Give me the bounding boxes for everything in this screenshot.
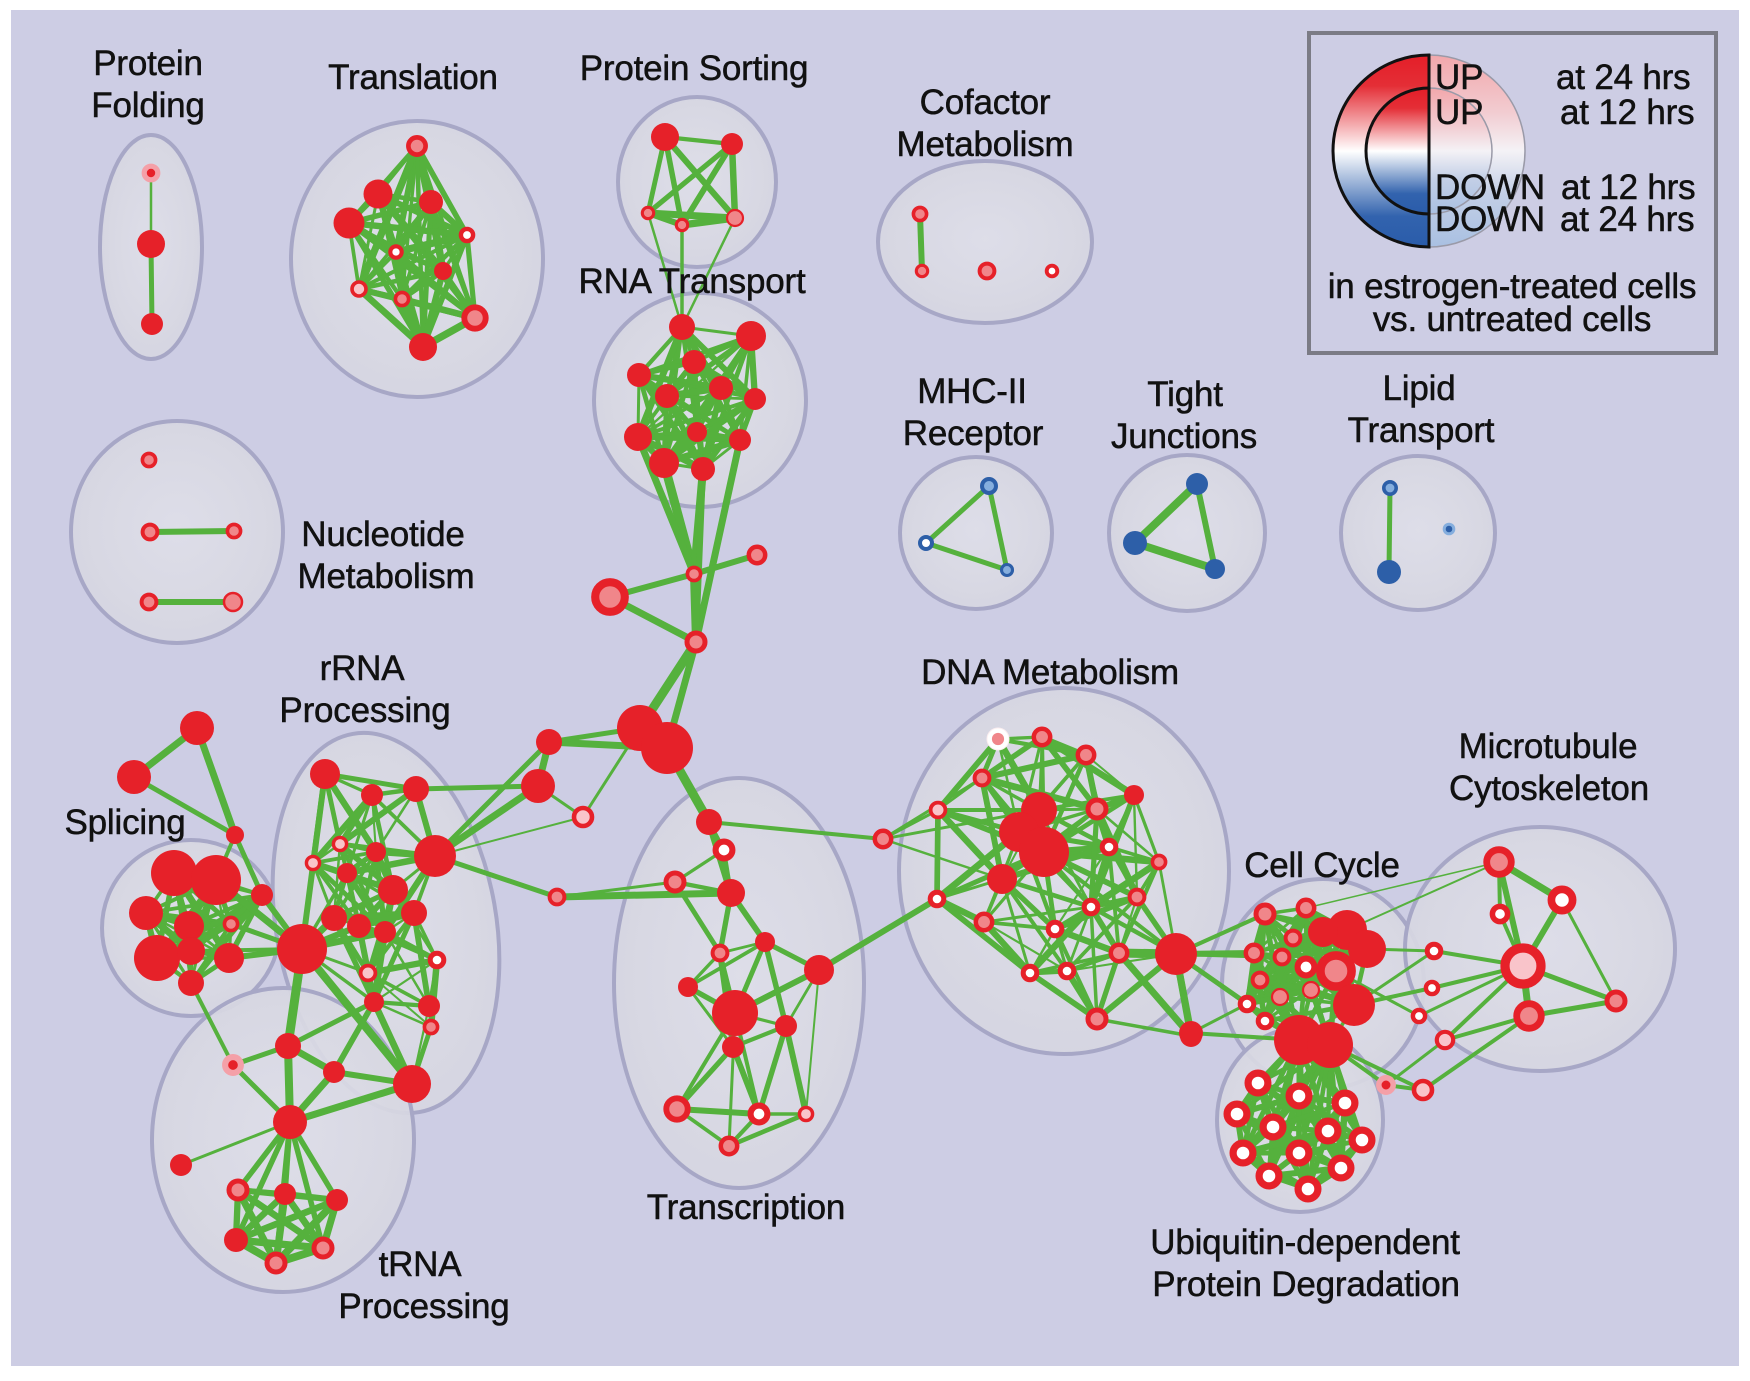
- svg-text:Cell Cycle: Cell Cycle: [1244, 846, 1400, 885]
- svg-text:Folding: Folding: [91, 86, 204, 125]
- svg-text:at 24 hrs: at 24 hrs: [1560, 200, 1694, 239]
- svg-text:DOWN: DOWN: [1435, 168, 1545, 207]
- svg-text:at 12 hrs: at 12 hrs: [1560, 93, 1694, 132]
- svg-text:RNA Transport: RNA Transport: [579, 262, 806, 301]
- svg-text:Nucleotide: Nucleotide: [301, 515, 464, 554]
- svg-text:at 12 hrs: at 12 hrs: [1561, 168, 1695, 207]
- svg-text:Junctions: Junctions: [1111, 417, 1257, 456]
- svg-text:at 24 hrs: at 24 hrs: [1556, 58, 1690, 97]
- svg-text:Protein Sorting: Protein Sorting: [580, 49, 809, 88]
- svg-text:Transport: Transport: [1348, 411, 1495, 450]
- svg-text:rRNA: rRNA: [320, 649, 406, 688]
- svg-text:Microtubule: Microtubule: [1459, 727, 1638, 766]
- svg-text:Ubiquitin-dependent: Ubiquitin-dependent: [1150, 1223, 1460, 1262]
- svg-text:Metabolism: Metabolism: [897, 125, 1074, 164]
- svg-text:Lipid: Lipid: [1383, 369, 1456, 408]
- svg-text:Protein Degradation: Protein Degradation: [1152, 1265, 1460, 1304]
- svg-text:UP: UP: [1435, 93, 1483, 132]
- svg-text:in estrogen-treated cells: in estrogen-treated cells: [1328, 267, 1697, 306]
- svg-text:Protein: Protein: [93, 44, 203, 83]
- svg-text:Metabolism: Metabolism: [298, 557, 475, 596]
- svg-text:Processing: Processing: [338, 1287, 509, 1326]
- svg-text:Cytoskeleton: Cytoskeleton: [1449, 769, 1649, 808]
- svg-text:Transcription: Transcription: [647, 1188, 845, 1227]
- svg-text:DOWN: DOWN: [1435, 200, 1545, 239]
- svg-text:Receptor: Receptor: [903, 414, 1044, 453]
- svg-text:DNA Metabolism: DNA Metabolism: [921, 653, 1179, 692]
- svg-text:Splicing: Splicing: [65, 803, 186, 842]
- svg-text:MHC-II: MHC-II: [917, 372, 1027, 411]
- svg-text:Processing: Processing: [279, 691, 450, 730]
- svg-text:tRNA: tRNA: [379, 1245, 463, 1284]
- svg-text:Translation: Translation: [328, 58, 498, 97]
- svg-text:Tight: Tight: [1147, 375, 1223, 414]
- svg-text:Cofactor: Cofactor: [920, 83, 1051, 122]
- svg-text:vs. untreated cells: vs. untreated cells: [1373, 300, 1651, 339]
- svg-text:UP: UP: [1435, 58, 1483, 97]
